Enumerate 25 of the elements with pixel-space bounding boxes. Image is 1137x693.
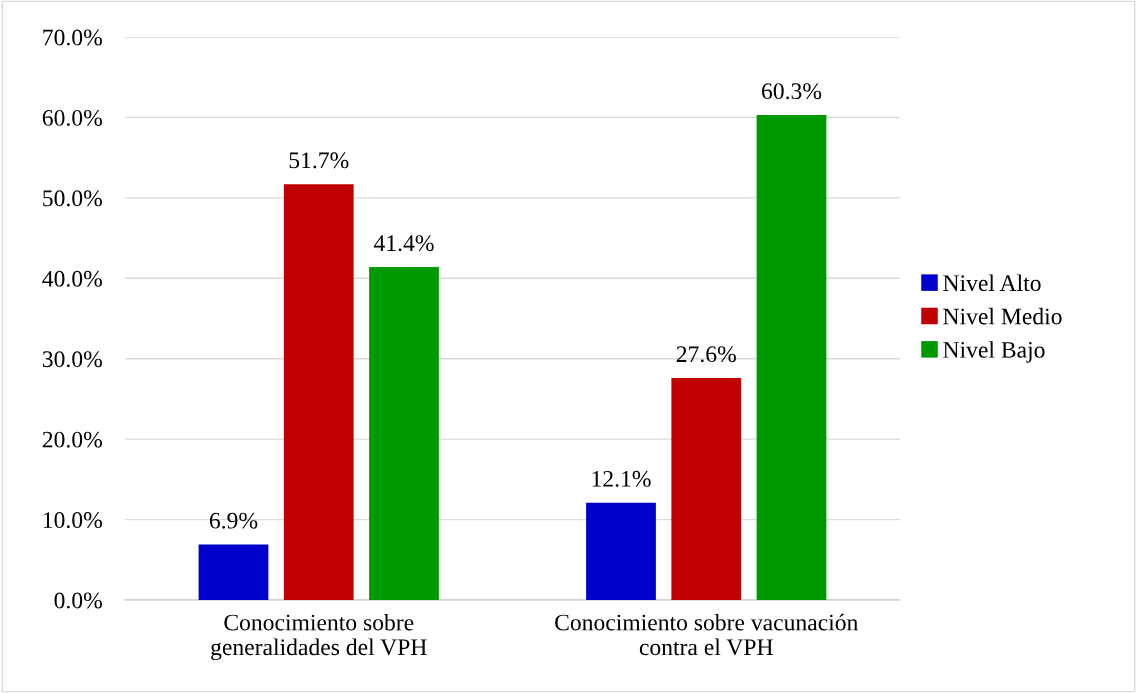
data-label: 12.1% [592, 470, 651, 487]
data-label: 41.4% [373, 235, 434, 252]
x-tick-label: Conocimiento sobre generalidades del VPH [211, 613, 427, 661]
bar [283, 184, 354, 600]
y-tick-label: 10.0% [43, 512, 102, 529]
bar [671, 378, 742, 600]
legend-label: Nivel Alto [943, 274, 1041, 292]
y-tick-label: 50.0% [43, 190, 102, 207]
y-tick-label: 70.0% [43, 29, 102, 46]
data-label: 51.7% [289, 152, 349, 169]
data-label: 27.6% [676, 346, 736, 363]
y-tick-label: 0.0% [54, 592, 102, 609]
y-tick-label: 40.0% [42, 270, 102, 287]
data-label: 6.9% [209, 512, 258, 529]
y-tick-label: 30.0% [42, 351, 102, 368]
y-tick-label: 60.0% [42, 109, 102, 126]
data-label: 60.3% [762, 83, 822, 100]
bar [586, 502, 656, 600]
y-tick-label: 20.0% [42, 431, 102, 448]
legend-label: Nivel Medio [943, 307, 1062, 325]
legend-label: Nivel Bajo [943, 341, 1045, 363]
x-tick-label: Conocimiento sobre vacunación contra el VPH [555, 613, 859, 656]
bar [756, 115, 827, 600]
bar [198, 544, 269, 600]
bar [369, 267, 439, 600]
